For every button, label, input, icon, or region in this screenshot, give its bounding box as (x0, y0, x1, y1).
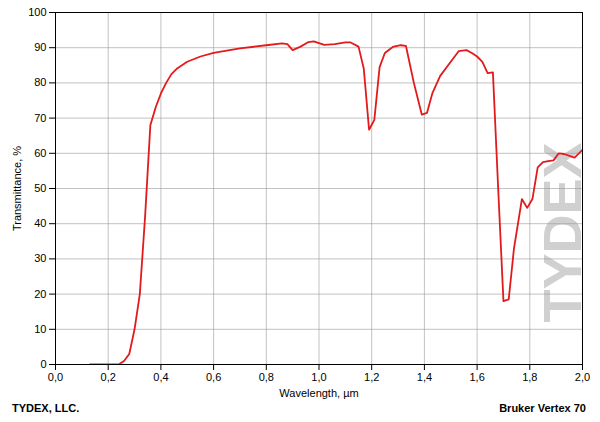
svg-text:0,4: 0,4 (153, 371, 168, 383)
svg-text:80: 80 (34, 76, 46, 88)
svg-text:60: 60 (34, 147, 46, 159)
svg-text:10: 10 (34, 323, 46, 335)
svg-text:2,0: 2,0 (575, 371, 590, 383)
svg-text:1,8: 1,8 (522, 371, 537, 383)
svg-text:TYDEX: TYDEX (531, 142, 592, 323)
svg-text:40: 40 (34, 217, 46, 229)
svg-text:1,6: 1,6 (469, 371, 484, 383)
svg-text:100: 100 (28, 6, 46, 18)
svg-text:0: 0 (40, 358, 46, 370)
svg-text:30: 30 (34, 252, 46, 264)
html-text:Bruker Vertex 70: Bruker Vertex 70 (499, 402, 586, 414)
svg-text:0,2: 0,2 (101, 371, 116, 383)
html-text:TYDEX, LLC.: TYDEX, LLC. (12, 402, 80, 414)
svg-text:0,8: 0,8 (259, 371, 274, 383)
svg-text:Wavelength, µm: Wavelength, µm (279, 387, 358, 399)
svg-text:20: 20 (34, 288, 46, 300)
svg-text:0,0: 0,0 (48, 371, 63, 383)
svg-text:1,2: 1,2 (364, 371, 379, 383)
svg-text:50: 50 (34, 182, 46, 194)
svg-text:0,6: 0,6 (206, 371, 221, 383)
svg-text:1,0: 1,0 (311, 371, 326, 383)
svg-text:90: 90 (34, 41, 46, 53)
svg-text:Transmittance, %: Transmittance, % (11, 146, 23, 231)
svg-text:70: 70 (34, 112, 46, 124)
svg-text:1,4: 1,4 (417, 371, 432, 383)
